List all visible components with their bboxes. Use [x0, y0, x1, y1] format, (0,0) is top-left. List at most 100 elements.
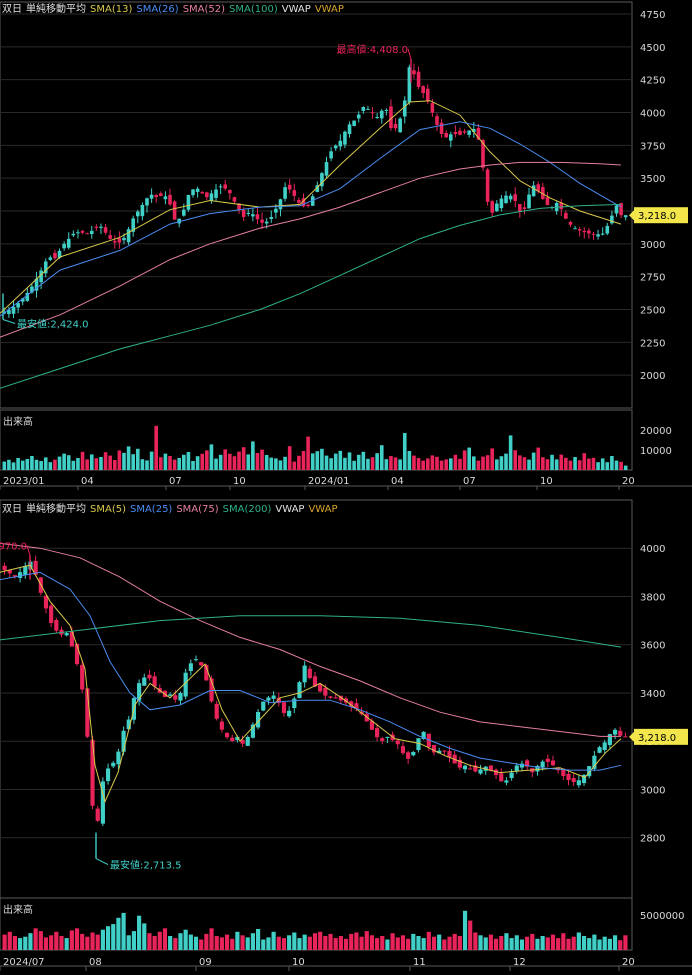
- volume-bar[interactable]: [53, 459, 57, 470]
- volume-bar[interactable]: [596, 462, 600, 470]
- volume-bar[interactable]: [287, 446, 292, 470]
- volume-bar[interactable]: [406, 938, 411, 950]
- volume-bar[interactable]: [122, 452, 126, 470]
- candle-body[interactable]: [168, 694, 173, 696]
- candle-body[interactable]: [154, 194, 158, 197]
- candle-body[interactable]: [241, 209, 246, 217]
- candle-body[interactable]: [186, 195, 191, 210]
- volume-bar[interactable]: [554, 459, 559, 470]
- volume-bar[interactable]: [550, 454, 554, 470]
- candle-body[interactable]: [193, 659, 199, 661]
- candle-body[interactable]: [592, 755, 597, 769]
- candle-body[interactable]: [561, 768, 566, 777]
- volume-bar[interactable]: [168, 456, 172, 470]
- candle-body[interactable]: [297, 682, 302, 699]
- candle-body[interactable]: [33, 560, 38, 575]
- volume-bar[interactable]: [518, 455, 522, 470]
- candle-body[interactable]: [74, 643, 80, 665]
- volume-bar[interactable]: [514, 935, 519, 950]
- candle-body[interactable]: [568, 221, 573, 225]
- volume-bar[interactable]: [64, 938, 69, 950]
- volume-bar[interactable]: [591, 457, 596, 470]
- candle-body[interactable]: [108, 235, 112, 239]
- volume-bar[interactable]: [531, 452, 536, 470]
- candle-body[interactable]: [209, 193, 214, 201]
- volume-bar[interactable]: [610, 456, 614, 470]
- candle-body[interactable]: [587, 766, 592, 777]
- volume-bar[interactable]: [219, 937, 224, 950]
- volume-bar[interactable]: [99, 457, 103, 470]
- candle-body[interactable]: [361, 107, 366, 111]
- candle-body[interactable]: [292, 698, 297, 708]
- volume-bar[interactable]: [592, 934, 597, 950]
- volume-bar[interactable]: [338, 936, 343, 950]
- candle-body[interactable]: [283, 187, 287, 199]
- volume-bar[interactable]: [163, 453, 168, 470]
- weekly-chart[interactable]: 2000225025002750300032503500375040004250…: [0, 0, 692, 496]
- volume-bar[interactable]: [266, 937, 271, 950]
- volume-bar[interactable]: [566, 938, 571, 950]
- candle-body[interactable]: [435, 116, 439, 125]
- candle-body[interactable]: [623, 736, 628, 738]
- volume-bar[interactable]: [380, 936, 385, 950]
- candle-body[interactable]: [126, 229, 131, 243]
- volume-bar[interactable]: [347, 452, 352, 470]
- volume-bar[interactable]: [488, 934, 493, 950]
- candle-body[interactable]: [488, 765, 493, 771]
- volume-bar[interactable]: [271, 931, 276, 950]
- candle-body[interactable]: [188, 663, 193, 672]
- candle-body[interactable]: [76, 232, 80, 234]
- candle-body[interactable]: [85, 233, 89, 235]
- candle-body[interactable]: [473, 765, 478, 772]
- candle-body[interactable]: [266, 697, 271, 701]
- candle-body[interactable]: [85, 688, 90, 737]
- candle-body[interactable]: [614, 205, 619, 214]
- volume-bar[interactable]: [152, 936, 157, 950]
- volume-bar[interactable]: [398, 459, 402, 470]
- volume-bar[interactable]: [149, 451, 154, 470]
- candle-body[interactable]: [437, 750, 442, 754]
- volume-bar[interactable]: [559, 454, 564, 470]
- volume-bar[interactable]: [338, 450, 343, 470]
- volume-bar[interactable]: [237, 451, 241, 470]
- volume-bar[interactable]: [126, 935, 131, 950]
- candle-body[interactable]: [30, 286, 34, 293]
- volume-bar[interactable]: [223, 449, 228, 470]
- volume-bar[interactable]: [200, 453, 205, 470]
- volume-bar[interactable]: [159, 457, 163, 470]
- volume-bar[interactable]: [564, 457, 568, 470]
- candle-body[interactable]: [287, 184, 292, 190]
- candle-body[interactable]: [559, 202, 564, 210]
- volume-bar[interactable]: [292, 461, 297, 470]
- candle-body[interactable]: [264, 221, 269, 224]
- candle-body[interactable]: [250, 724, 256, 738]
- candle-body[interactable]: [137, 683, 142, 701]
- candle-body[interactable]: [147, 674, 152, 679]
- candle-body[interactable]: [527, 194, 531, 209]
- volume-bar[interactable]: [195, 456, 200, 470]
- candle-body[interactable]: [384, 109, 389, 111]
- candle-body[interactable]: [499, 198, 504, 209]
- volume-bar[interactable]: [199, 939, 204, 951]
- volume-bar[interactable]: [306, 436, 310, 470]
- candle-body[interactable]: [385, 736, 390, 738]
- volume-bar[interactable]: [318, 931, 323, 950]
- volume-bar[interactable]: [131, 454, 135, 470]
- volume-bar[interactable]: [550, 934, 556, 950]
- candle-body[interactable]: [228, 189, 232, 194]
- candle-body[interactable]: [142, 677, 147, 686]
- candle-body[interactable]: [16, 303, 20, 308]
- volume-bar[interactable]: [527, 459, 531, 470]
- volume-bar[interactable]: [495, 459, 499, 470]
- candle-body[interactable]: [333, 145, 338, 149]
- volume-bar[interactable]: [183, 929, 188, 950]
- volume-bar[interactable]: [623, 465, 628, 470]
- candle-body[interactable]: [80, 230, 85, 233]
- volume-bar[interactable]: [612, 935, 618, 950]
- volume-bar[interactable]: [11, 462, 16, 470]
- volume-bar[interactable]: [71, 460, 76, 470]
- volume-bar[interactable]: [587, 458, 591, 470]
- volume-bar[interactable]: [389, 456, 393, 470]
- candle-body[interactable]: [462, 131, 467, 133]
- volume-bar[interactable]: [43, 937, 49, 950]
